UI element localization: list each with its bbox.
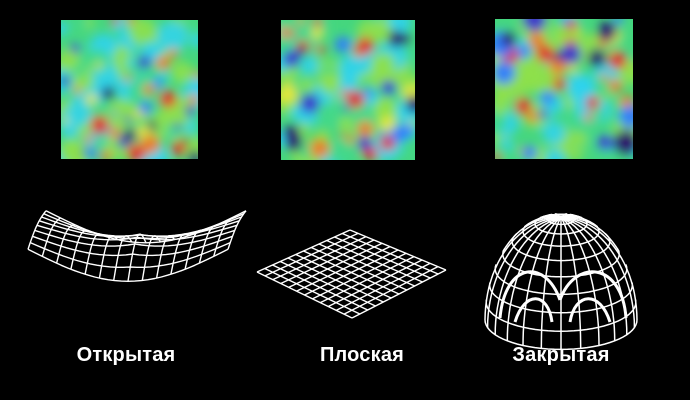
cmb-temperature-map-closed-icon xyxy=(495,19,633,159)
sphere-dome-icon xyxy=(484,213,638,351)
caption-flat: Плоская xyxy=(319,344,405,366)
caption-open: Открытая xyxy=(76,344,176,366)
cmb-map-flat xyxy=(281,20,415,160)
cmb-map-closed xyxy=(495,19,633,159)
caption-closed: Закрытая xyxy=(512,344,610,366)
saddle-surface-icon xyxy=(27,210,247,282)
cmb-temperature-map-open-icon xyxy=(61,20,198,159)
cmb-map-open xyxy=(61,20,198,159)
flat-grid-icon xyxy=(256,229,447,319)
cmb-temperature-map-flat-icon xyxy=(281,20,415,160)
